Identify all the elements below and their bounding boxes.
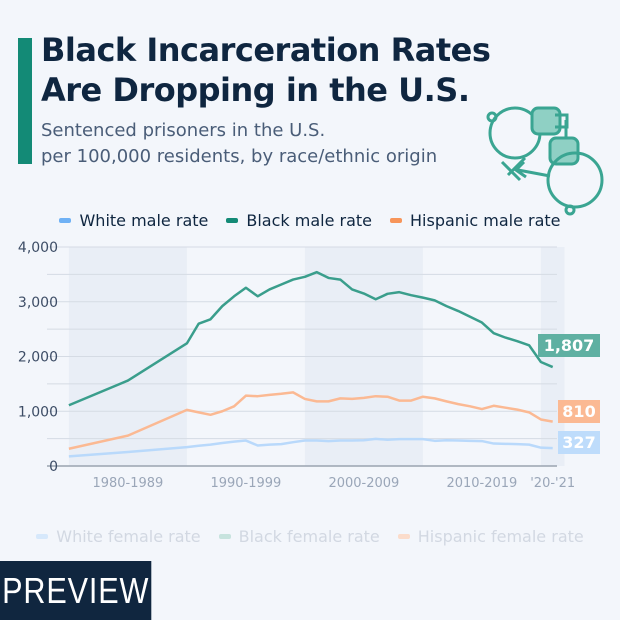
legend-label: White male rate bbox=[79, 211, 209, 230]
legend-item-black-male[interactable]: Black male rate bbox=[226, 211, 372, 230]
y-tick-label: 4,000 bbox=[18, 240, 58, 256]
y-tick-label: 0 bbox=[49, 459, 58, 475]
legend-label: Hispanic female rate bbox=[417, 527, 584, 546]
legend-female: White female rate Black female rate Hisp… bbox=[0, 527, 620, 546]
swatch-icon bbox=[218, 534, 231, 539]
legend-male: White male rate Black male rate Hispanic… bbox=[0, 211, 620, 230]
end-value-label: 1,807 bbox=[544, 336, 595, 355]
line-chart: 1980-1989 1990-1999 2000-2009 2010-2019 '20-… bbox=[18, 240, 600, 491]
x-tick-label: '20-'21 bbox=[530, 476, 575, 491]
series-line-hispanic-male-rate bbox=[68, 391, 553, 450]
end-value-label: 810 bbox=[562, 402, 595, 421]
legend-item-black-female[interactable]: Black female rate bbox=[218, 527, 380, 546]
end-label-box bbox=[558, 431, 600, 454]
series-line-white-male-rate bbox=[68, 437, 553, 458]
x-tick-label: 2010-2019 bbox=[446, 476, 517, 491]
legend-item-white-male[interactable]: White male rate bbox=[59, 211, 208, 230]
chart-subtitle: Sentenced prisoners in the U.S. per 100,… bbox=[41, 118, 437, 170]
swatch-icon bbox=[397, 534, 410, 539]
x-tick-label: 1980-1989 bbox=[92, 476, 163, 491]
end-label-box bbox=[558, 400, 600, 423]
preview-badge: PREVIEW bbox=[0, 561, 152, 620]
y-tick-label: 2,000 bbox=[18, 350, 58, 366]
y-tick-label: 1,000 bbox=[18, 404, 58, 420]
swatch-icon bbox=[390, 218, 402, 223]
legend-label: White female rate bbox=[56, 527, 201, 546]
legend-item-white-female[interactable]: White female rate bbox=[36, 527, 201, 546]
swatch-icon bbox=[226, 218, 239, 223]
subtitle-line-2: per 100,000 residents, by race/ethnic or… bbox=[41, 146, 438, 167]
legend-item-hispanic-female[interactable]: Hispanic female rate bbox=[397, 527, 584, 546]
end-value-label: 327 bbox=[562, 433, 595, 452]
chart-title: Black Incarceration Rates Are Dropping i… bbox=[41, 30, 491, 110]
x-tick-label: 2000-2009 bbox=[328, 476, 399, 491]
legend-label: Hispanic male rate bbox=[410, 211, 561, 230]
swatch-icon bbox=[36, 534, 49, 539]
title-line-1: Black Incarceration Rates bbox=[41, 31, 491, 69]
legend-label: Black female rate bbox=[238, 527, 380, 546]
title-line-2: Are Dropping in the U.S. bbox=[41, 71, 470, 109]
legend-label: Black male rate bbox=[246, 211, 372, 230]
end-label-box bbox=[538, 334, 600, 357]
subtitle-line-1: Sentenced prisoners in the U.S. bbox=[41, 120, 326, 141]
handcuffs-gender-icon bbox=[486, 106, 604, 216]
x-tick-label: 1990-1999 bbox=[210, 476, 281, 491]
legend-item-hispanic-male[interactable]: Hispanic male rate bbox=[390, 211, 561, 230]
swatch-icon bbox=[59, 218, 72, 223]
series-line-black-male-rate bbox=[68, 270, 554, 407]
y-tick-label: 3,000 bbox=[18, 295, 58, 311]
title-accent-bar bbox=[18, 38, 32, 164]
